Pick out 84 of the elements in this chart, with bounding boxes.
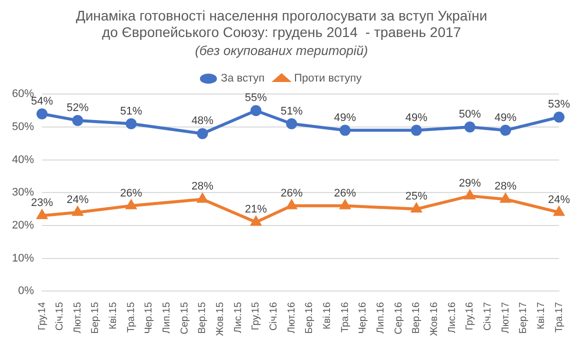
y-tick-label: 0% bbox=[18, 285, 34, 298]
point bbox=[411, 204, 422, 213]
point bbox=[410, 124, 422, 136]
x-tick-label: Чер.15 bbox=[144, 302, 155, 334]
data-label: 52% bbox=[66, 102, 89, 114]
data-label: 48% bbox=[191, 115, 214, 128]
legend-label: Проти вступу bbox=[294, 72, 362, 85]
point bbox=[36, 108, 48, 120]
x-tick-label: Вер.15 bbox=[197, 302, 208, 334]
point bbox=[126, 118, 137, 130]
x-tick-label: Бер.15 bbox=[90, 302, 102, 334]
chart-title: Динаміка готовності населення проголосувати за вступ України до Європейського Союзу: грудень 2014 - травень 2017 bbox=[76, 7, 488, 40]
x-tick-label: Січ.15 bbox=[54, 302, 66, 331]
data-label: 53% bbox=[548, 98, 570, 111]
point bbox=[500, 194, 510, 203]
data-label: 51% bbox=[120, 105, 142, 118]
x-tick-label: Кві.17 bbox=[536, 302, 547, 330]
data-label: 50% bbox=[458, 108, 482, 121]
y-tick-label: 40% bbox=[12, 154, 34, 166]
data-label: 21% bbox=[244, 204, 268, 216]
y-tick-label: 50% bbox=[12, 121, 34, 134]
x-tick-label: Лис.16 bbox=[446, 302, 458, 334]
x-tick-label: Гру.15 bbox=[250, 302, 262, 330]
point bbox=[250, 216, 261, 226]
x-tick-label: Бер.17 bbox=[518, 302, 530, 334]
data-label: 25% bbox=[405, 190, 428, 203]
x-tick-label: Лют.16 bbox=[286, 302, 298, 334]
x-tick-label: Бер.16 bbox=[304, 302, 316, 334]
x-tick-label: Кві.16 bbox=[322, 302, 333, 330]
point bbox=[286, 118, 298, 130]
y-tick-label: 30% bbox=[12, 186, 34, 199]
point bbox=[464, 122, 476, 133]
point bbox=[72, 114, 84, 126]
x-tick-label: Жов.16 bbox=[428, 302, 440, 336]
data-label: 49% bbox=[405, 112, 428, 124]
data-label: 23% bbox=[31, 197, 54, 210]
x-tick-label: Лют.17 bbox=[500, 302, 512, 334]
x-tick-label: Тра.16 bbox=[340, 302, 351, 333]
data-label: 49% bbox=[494, 112, 517, 124]
x-tick-label: Жов.15 bbox=[215, 302, 226, 336]
x-tick-label: Січ.17 bbox=[482, 302, 494, 331]
point bbox=[340, 124, 351, 136]
data-label: 28% bbox=[191, 180, 214, 193]
x-tick-label: Гру.16 bbox=[464, 302, 476, 330]
point bbox=[126, 200, 136, 210]
data-label: 26% bbox=[120, 187, 142, 200]
data-label: 28% bbox=[494, 180, 517, 193]
point bbox=[37, 210, 47, 220]
y-tick-label: 20% bbox=[12, 220, 34, 232]
x-tick-label: Кві.15 bbox=[108, 302, 120, 330]
point bbox=[250, 105, 262, 116]
data-label: 24% bbox=[548, 194, 570, 206]
x-tick-label: Сер.15 bbox=[179, 302, 190, 334]
point bbox=[286, 200, 297, 210]
x-tick-label: Тра.17 bbox=[554, 302, 565, 333]
x-tick-label: Чер.16 bbox=[358, 302, 369, 334]
data-label: 49% bbox=[334, 112, 356, 124]
data-label: 54% bbox=[31, 95, 54, 108]
x-tick-label: Гру.14 bbox=[36, 302, 48, 330]
legend-label: За вступ bbox=[220, 72, 265, 85]
point bbox=[464, 190, 475, 200]
data-label: 29% bbox=[458, 177, 482, 190]
point bbox=[196, 128, 208, 140]
point bbox=[197, 194, 208, 203]
chart-subtitle: (без окупованих територій) bbox=[195, 43, 368, 58]
y-tick-label: 10% bbox=[12, 252, 34, 264]
point bbox=[340, 200, 350, 210]
x-tick-label: Лис.15 bbox=[232, 302, 244, 334]
point bbox=[554, 206, 564, 216]
point bbox=[554, 112, 564, 123]
point bbox=[72, 206, 83, 216]
data-label: 51% bbox=[280, 105, 303, 118]
point bbox=[500, 124, 512, 136]
x-tick-label: Січ.16 bbox=[268, 302, 280, 331]
x-tick-label: Лип.15 bbox=[162, 302, 173, 334]
x-tick-label: Вер.16 bbox=[411, 302, 422, 334]
x-tick-label: Сер.16 bbox=[393, 302, 404, 334]
data-label: 26% bbox=[334, 187, 356, 200]
x-tick-label: Лип.16 bbox=[375, 302, 386, 334]
data-label: 26% bbox=[280, 187, 303, 200]
x-tick-label: Лют.15 bbox=[72, 302, 84, 334]
data-label: 24% bbox=[66, 194, 89, 206]
x-tick-label: Тра.15 bbox=[126, 302, 137, 333]
data-label: 55% bbox=[244, 92, 268, 104]
